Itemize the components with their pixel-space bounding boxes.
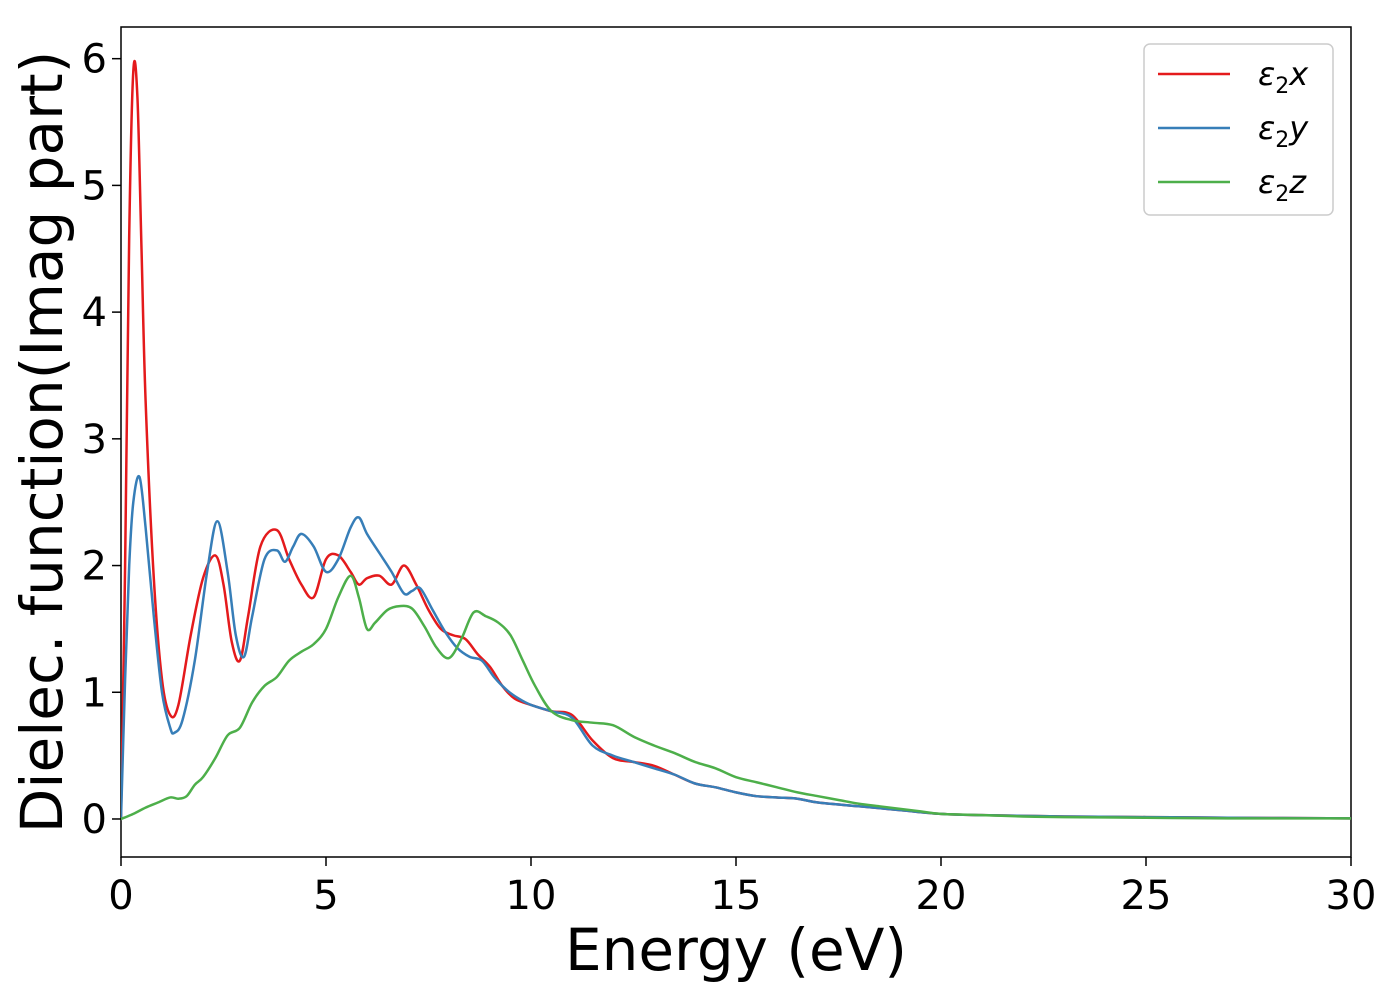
series-line-y <box>121 474 1351 821</box>
x-tick-label: 10 <box>506 873 557 919</box>
legend-label-z: ε2z <box>1258 163 1307 207</box>
series-lines <box>121 59 1351 821</box>
x-tick-label: 5 <box>313 873 338 919</box>
y-axis-ticks: 0 1 2 3 4 5 6 <box>82 37 121 843</box>
legend-box <box>1143 43 1334 216</box>
x-axis-title: Energy (eV) <box>565 916 907 984</box>
x-tick-label: 20 <box>916 873 967 919</box>
y-tick-label: 5 <box>82 163 107 209</box>
series-line-z <box>121 574 1351 821</box>
y-tick-label: 2 <box>82 544 107 590</box>
x-axis-ticks: 0 5 10 15 20 25 30 <box>108 857 1376 919</box>
legend-items: ε2x ε2y ε2z <box>1158 55 1309 207</box>
x-tick-label: 25 <box>1121 873 1172 919</box>
y-axis-title: Dielec. function(Imag part) <box>8 51 76 834</box>
y-tick-label: 6 <box>82 37 107 83</box>
legend-label-y: ε2y <box>1258 109 1309 153</box>
x-tick-label: 0 <box>108 873 133 919</box>
legend: ε2x ε2y ε2z <box>1143 43 1334 216</box>
y-tick-label: 1 <box>82 670 107 716</box>
legend-label-x: ε2x <box>1258 55 1309 99</box>
y-tick-label: 3 <box>82 417 107 463</box>
x-tick-label: 30 <box>1326 873 1377 919</box>
x-tick-label: 15 <box>711 873 762 919</box>
y-tick-label: 4 <box>82 290 107 336</box>
y-tick-label: 0 <box>82 797 107 843</box>
